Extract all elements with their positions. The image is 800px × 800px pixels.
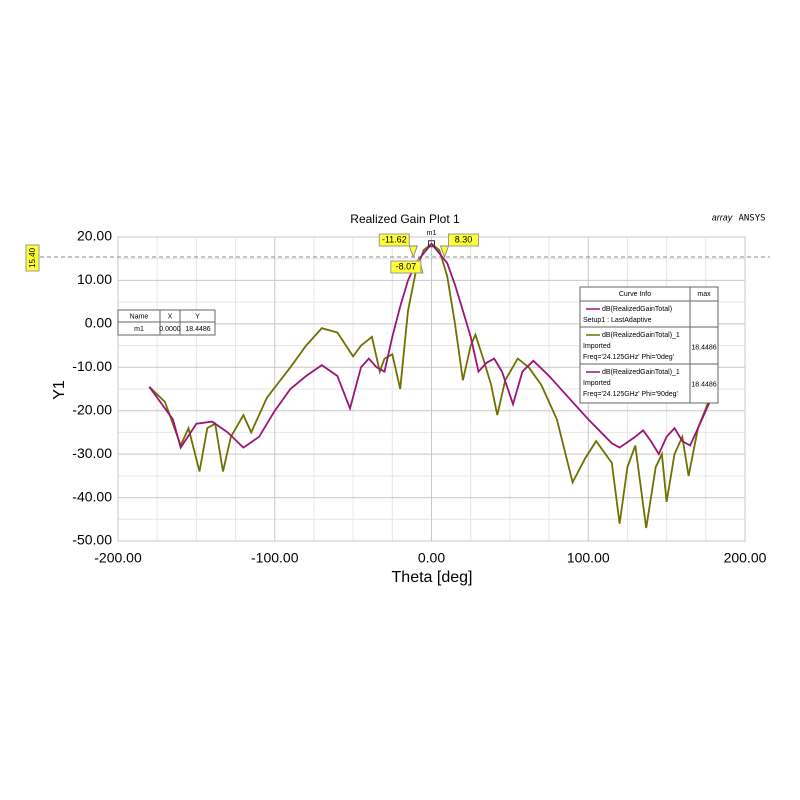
y-tick-label: -10.00 [72,358,112,374]
x-axis-label: Theta [deg] [392,569,473,586]
reference-label-box [25,244,40,272]
table-header: X [168,313,173,320]
legend-text: Imported [583,380,611,387]
legend-text: Freq='24.125GHz' Phi='0deg' [583,354,674,361]
reference-label: 15.40 [28,247,37,268]
series-line [148,242,715,529]
marker-label: -8.07 [396,261,417,271]
legend-text: dB(RealizedGainTotal) [602,306,672,313]
curve-info [579,286,719,404]
table-header: Y [195,313,200,320]
m1-marker [428,240,435,248]
brand: ANSYS [738,214,765,224]
curve-info-header: Curve Info [619,291,651,298]
x-tick-label: 100.00 [567,550,610,566]
series-line [148,242,715,457]
legend-text: dB(RealizedGainTotal)_1 [602,369,680,376]
marker-label-box [448,233,480,247]
x-tick-label: 0.00 [418,550,445,566]
y-tick-label: 20.00 [77,228,112,244]
legend-max: 18.4486 [691,344,716,351]
y-tick-label: -30.00 [72,445,112,461]
y-axis-label: Y1 [51,380,68,400]
chart-title: Realized Gain Plot 1 [350,212,460,226]
legend-text: Setup1 : LastAdaptive [583,317,652,324]
legend-text: dB(RealizedGainTotal)_1 [602,332,680,339]
x-tick-label: -100.00 [251,550,299,566]
legend-text: Freq='24.125GHz' Phi='90deg' [583,391,678,398]
marker-label: -11.62 [382,234,407,244]
y-tick-label: 0.00 [85,315,112,331]
marker-pointer [408,245,419,259]
marker-label-box [378,233,410,247]
m1-label: m1 [427,230,437,237]
x-tick-label: -200.00 [94,550,142,566]
marker-label-box [390,260,422,274]
y-tick-label: -50.00 [72,532,112,548]
table-header: Name [130,313,149,320]
project-name: array [712,212,733,222]
table-cell: 18.4486 [185,326,210,333]
y-tick-label: 10.00 [77,271,112,287]
legend-text: Imported [583,343,611,350]
legend-max: 18.4486 [691,381,716,388]
table-cell: 0.0000 [159,326,181,333]
y-tick-label: -20.00 [72,401,112,417]
y-tick-label: -40.00 [72,488,112,504]
x-tick-label: 200.00 [724,550,767,566]
table-cell: m1 [134,326,144,333]
curve-info-header: max [697,291,711,298]
marker-label: 8.30 [455,234,473,244]
marker-pointer [439,245,450,259]
